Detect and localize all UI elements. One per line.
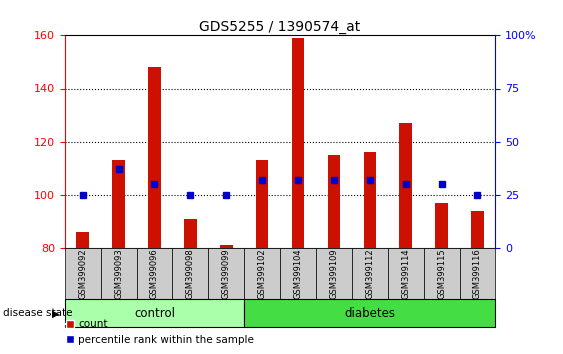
Text: diabetes: diabetes [345, 307, 395, 320]
Bar [244, 299, 495, 327]
Bar [148, 67, 161, 248]
Bar [65, 248, 101, 299]
Text: disease state: disease state [3, 308, 72, 318]
Bar [364, 152, 376, 248]
Bar [208, 248, 244, 299]
Bar [184, 218, 196, 248]
Bar [388, 248, 424, 299]
Text: control: control [134, 307, 175, 320]
Text: ▶: ▶ [52, 308, 59, 318]
Legend: count, percentile rank within the sample: count, percentile rank within the sample [61, 315, 258, 349]
Text: GSM399115: GSM399115 [437, 248, 446, 299]
Text: GSM399109: GSM399109 [329, 248, 338, 299]
Text: GSM399102: GSM399102 [258, 248, 267, 299]
Text: GSM399104: GSM399104 [293, 248, 302, 299]
Bar [172, 248, 208, 299]
Bar [352, 248, 388, 299]
Text: GSM399092: GSM399092 [78, 248, 87, 299]
Bar [399, 123, 412, 248]
Bar [328, 155, 340, 248]
Bar [137, 248, 172, 299]
Bar [220, 245, 233, 248]
Text: GSM399116: GSM399116 [473, 248, 482, 299]
Bar [424, 248, 459, 299]
Text: GSM399114: GSM399114 [401, 248, 410, 299]
Bar [316, 248, 352, 299]
Bar [112, 160, 125, 248]
Bar [280, 248, 316, 299]
Bar [244, 248, 280, 299]
Title: GDS5255 / 1390574_at: GDS5255 / 1390574_at [199, 21, 361, 34]
Text: GSM399099: GSM399099 [222, 248, 231, 299]
Bar [101, 248, 137, 299]
Bar [65, 299, 244, 327]
Text: GSM399112: GSM399112 [365, 248, 374, 299]
Text: GSM399096: GSM399096 [150, 248, 159, 299]
Text: GSM399098: GSM399098 [186, 248, 195, 299]
Bar [459, 248, 495, 299]
Bar [435, 202, 448, 248]
Bar [292, 38, 305, 248]
Text: GSM399093: GSM399093 [114, 248, 123, 299]
Bar [256, 160, 269, 248]
Bar [471, 211, 484, 248]
Bar [77, 232, 89, 248]
